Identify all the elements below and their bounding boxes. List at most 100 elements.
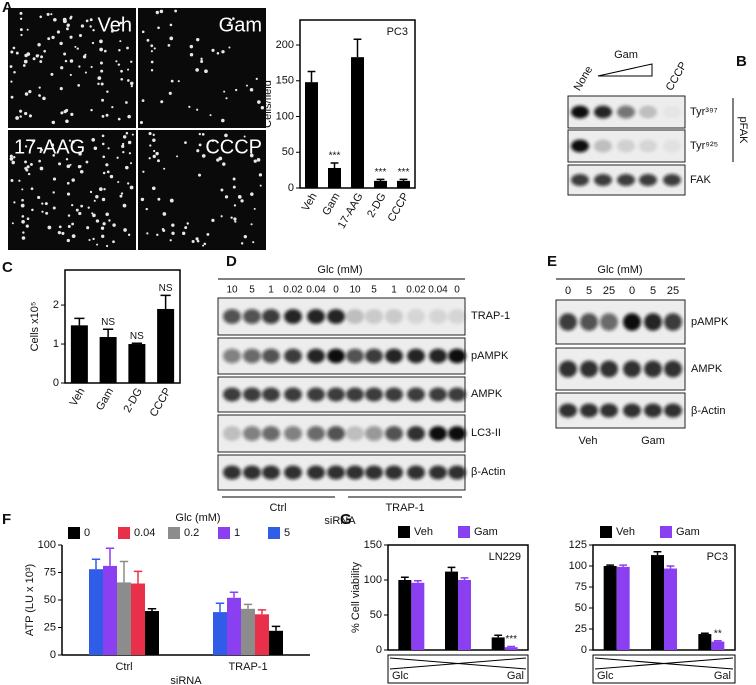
band (407, 387, 425, 402)
band (346, 309, 364, 324)
band (623, 313, 641, 331)
cell (69, 59, 74, 63)
band (307, 309, 325, 324)
cell (26, 217, 30, 221)
cell (250, 223, 253, 226)
cell (169, 239, 172, 242)
band (639, 105, 657, 119)
cell (240, 242, 244, 245)
cell (61, 231, 65, 235)
lane-label: 0 (333, 285, 339, 296)
blot-strip (555, 299, 686, 345)
cell (110, 30, 114, 33)
cell (220, 188, 224, 192)
cell (117, 117, 121, 121)
cell (224, 195, 229, 199)
cell (105, 163, 109, 167)
cell (62, 17, 67, 22)
cell (75, 208, 79, 212)
gradient-box (592, 654, 736, 684)
cell (101, 98, 105, 102)
cell (85, 160, 89, 164)
annotation: ** (714, 628, 722, 639)
y-tick-label: 50 (575, 602, 587, 614)
cell (76, 47, 79, 50)
band (262, 309, 280, 324)
band (580, 360, 598, 378)
cell (257, 100, 261, 104)
cell (69, 73, 72, 77)
cell (232, 17, 235, 20)
cell (79, 165, 82, 168)
cell (120, 69, 123, 73)
cell (9, 157, 14, 161)
legend-label: Veh (414, 526, 433, 538)
cell (10, 95, 14, 99)
cell (47, 37, 51, 41)
band (617, 139, 635, 153)
cell (84, 53, 87, 56)
cell (253, 159, 257, 163)
cell (29, 162, 33, 166)
cell (66, 27, 69, 31)
band (448, 426, 466, 441)
cell (170, 79, 174, 83)
cell (162, 229, 166, 233)
cell (28, 89, 32, 94)
cell (182, 231, 186, 236)
cell (155, 10, 159, 15)
band (559, 313, 577, 331)
bar (698, 634, 712, 650)
band (223, 309, 241, 324)
cell (52, 154, 56, 157)
cell (129, 185, 134, 190)
gradient-wedge (597, 63, 653, 77)
cell (197, 173, 202, 177)
legend-swatch (118, 527, 130, 539)
bar (651, 555, 664, 650)
cell (90, 108, 93, 112)
y-tick-label: 100 (38, 539, 56, 551)
band (623, 360, 641, 378)
band (385, 465, 403, 480)
cell (37, 195, 41, 200)
cell (26, 28, 29, 31)
cell (112, 223, 116, 227)
cell (109, 174, 114, 179)
y-tick-label: 100 (276, 110, 294, 122)
band (429, 309, 447, 324)
gradient-box (387, 654, 529, 684)
cell (38, 94, 41, 97)
gradient-label: Gal (714, 670, 731, 682)
y-tick-label: 25 (575, 623, 587, 635)
error-bar (700, 632, 709, 635)
bar (445, 571, 458, 650)
cell (252, 241, 255, 244)
x-tick-label: Veh (300, 191, 320, 213)
cell (201, 154, 206, 158)
bar (664, 568, 677, 650)
y-tick-label: 50 (44, 594, 56, 606)
row-label: FAK (690, 174, 711, 186)
cell (201, 133, 205, 136)
cell (253, 207, 256, 210)
error-bar (619, 564, 628, 567)
y-tick-label: 0 (581, 644, 587, 656)
band (429, 348, 447, 364)
cell (63, 52, 67, 56)
bar (89, 569, 103, 655)
bar (305, 82, 318, 188)
micrograph-label: Gam (219, 14, 262, 36)
cell (65, 119, 69, 124)
band (559, 403, 577, 418)
cell (146, 232, 149, 235)
panel-label: E (547, 253, 557, 270)
cell (67, 224, 71, 228)
cell (30, 187, 34, 191)
cell (200, 60, 204, 64)
cell (99, 47, 103, 52)
band (365, 348, 383, 364)
band (617, 105, 635, 119)
band (663, 174, 681, 186)
y-axis-label: ATP (LU x 10³) (24, 564, 36, 636)
